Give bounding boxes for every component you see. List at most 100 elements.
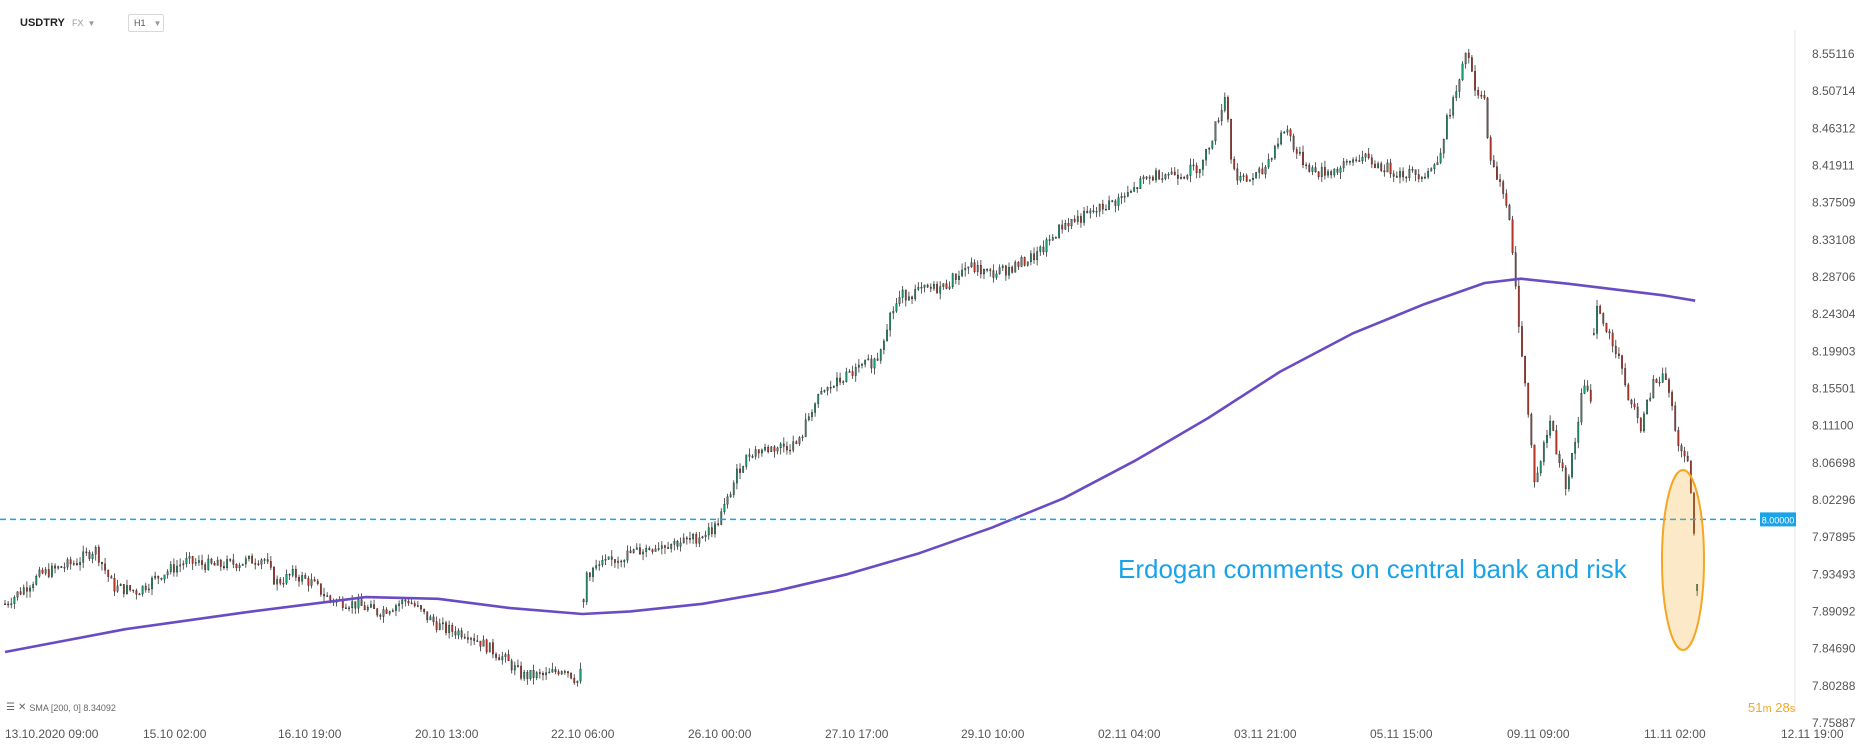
close-icon[interactable]: ✕	[17, 702, 27, 713]
candle	[1189, 158, 1192, 183]
candle	[1261, 162, 1264, 175]
candle	[88, 550, 91, 562]
candle	[463, 633, 466, 640]
candle	[266, 553, 269, 565]
x-tick-label: 29.10 10:00	[961, 727, 1025, 741]
candle	[1342, 157, 1345, 172]
candle	[232, 553, 235, 569]
candle	[517, 659, 519, 668]
candle	[1192, 158, 1195, 171]
candle	[864, 359, 867, 368]
candle	[764, 443, 766, 452]
candle	[823, 389, 826, 393]
candle	[416, 600, 419, 608]
candle	[1061, 219, 1064, 234]
candle	[604, 554, 607, 565]
candle	[151, 575, 153, 596]
candle	[592, 566, 594, 583]
candle	[1580, 388, 1583, 426]
candle	[1445, 113, 1448, 140]
candle	[651, 548, 654, 555]
candle	[1424, 172, 1426, 180]
candle	[1345, 159, 1348, 166]
candle	[1483, 90, 1486, 100]
candle	[423, 608, 426, 615]
candle	[1414, 169, 1417, 182]
candle	[1602, 312, 1605, 327]
candle	[1674, 401, 1677, 432]
candle	[1677, 426, 1680, 452]
candle	[204, 562, 207, 573]
candle	[1627, 382, 1630, 401]
candle	[492, 638, 494, 659]
candle	[254, 558, 257, 570]
candle	[138, 592, 141, 596]
candle	[1126, 185, 1129, 198]
y-tick-label: 8.19903	[1812, 344, 1856, 358]
candle	[861, 362, 863, 369]
candle	[1001, 264, 1004, 272]
candle	[1311, 165, 1314, 176]
candle	[1552, 420, 1555, 432]
candle	[635, 543, 638, 550]
candle	[695, 531, 698, 548]
timeframe-selector[interactable]: H1 ▼	[128, 14, 164, 32]
candle	[1227, 95, 1229, 123]
candle	[1370, 154, 1373, 169]
candle	[967, 266, 970, 274]
candle	[1427, 167, 1430, 180]
candle	[1083, 206, 1085, 226]
highlight-ellipse	[1661, 469, 1705, 651]
candle	[451, 622, 454, 637]
candle	[1214, 121, 1217, 145]
y-tick-label: 8.24304	[1812, 307, 1856, 321]
candle	[1383, 164, 1386, 177]
sma-line	[4, 277, 1696, 654]
candle	[91, 551, 94, 564]
candle	[1045, 237, 1048, 257]
candle	[354, 601, 357, 614]
candle	[689, 531, 691, 544]
settings-icon[interactable]: ☰	[6, 702, 15, 713]
candle	[1092, 204, 1095, 214]
candle	[1170, 167, 1173, 175]
candle	[554, 666, 557, 675]
candle	[914, 284, 917, 302]
candle	[57, 565, 60, 570]
candle	[301, 571, 304, 585]
candle	[1389, 158, 1392, 178]
candle	[345, 603, 347, 609]
candle	[1442, 138, 1445, 159]
y-tick-label: 8.33108	[1812, 233, 1856, 247]
candle	[223, 561, 225, 570]
candle	[147, 583, 150, 593]
candle	[1605, 322, 1608, 334]
candle	[470, 636, 472, 646]
candle	[1195, 162, 1198, 179]
candle	[1492, 155, 1495, 168]
candle	[107, 569, 110, 583]
candle	[467, 631, 469, 644]
candle	[1661, 367, 1664, 384]
candle	[257, 560, 260, 567]
candle	[1567, 474, 1570, 492]
market-selector[interactable]: FX ▼	[72, 14, 95, 32]
candle	[191, 555, 194, 570]
candle	[979, 259, 982, 279]
candle	[79, 557, 81, 571]
candle	[1026, 261, 1029, 267]
candle	[898, 290, 901, 307]
candle	[1586, 380, 1589, 393]
candle	[1314, 162, 1317, 173]
candle	[945, 279, 948, 290]
symbol-label[interactable]: USDTRY	[20, 17, 65, 29]
candle	[1305, 162, 1308, 170]
candle	[1280, 130, 1283, 146]
candle	[116, 579, 119, 593]
y-tick-label: 8.46312	[1812, 121, 1856, 135]
candle	[1030, 250, 1032, 266]
candle	[63, 562, 66, 573]
candle	[1217, 117, 1220, 124]
candle	[929, 283, 932, 293]
